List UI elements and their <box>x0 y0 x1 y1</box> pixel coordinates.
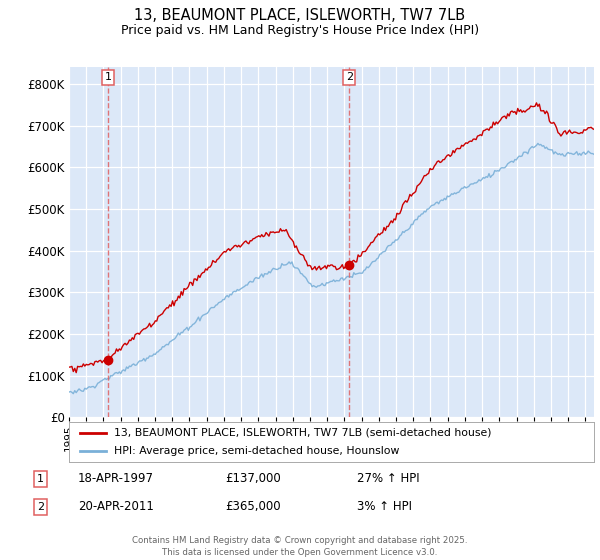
Text: HPI: Average price, semi-detached house, Hounslow: HPI: Average price, semi-detached house,… <box>113 446 399 456</box>
Text: 2: 2 <box>37 502 44 512</box>
Text: Contains HM Land Registry data © Crown copyright and database right 2025.
This d: Contains HM Land Registry data © Crown c… <box>132 536 468 557</box>
Text: 2: 2 <box>346 72 353 82</box>
Text: 20-APR-2011: 20-APR-2011 <box>78 500 154 514</box>
Text: £365,000: £365,000 <box>225 500 281 514</box>
Text: 27% ↑ HPI: 27% ↑ HPI <box>357 472 419 486</box>
Text: 3% ↑ HPI: 3% ↑ HPI <box>357 500 412 514</box>
Text: 13, BEAUMONT PLACE, ISLEWORTH, TW7 7LB: 13, BEAUMONT PLACE, ISLEWORTH, TW7 7LB <box>134 8 466 24</box>
Text: £137,000: £137,000 <box>225 472 281 486</box>
Text: 1: 1 <box>105 72 112 82</box>
Text: 1: 1 <box>37 474 44 484</box>
Text: 13, BEAUMONT PLACE, ISLEWORTH, TW7 7LB (semi-detached house): 13, BEAUMONT PLACE, ISLEWORTH, TW7 7LB (… <box>113 428 491 437</box>
Text: Price paid vs. HM Land Registry's House Price Index (HPI): Price paid vs. HM Land Registry's House … <box>121 24 479 36</box>
Text: 18-APR-1997: 18-APR-1997 <box>78 472 154 486</box>
